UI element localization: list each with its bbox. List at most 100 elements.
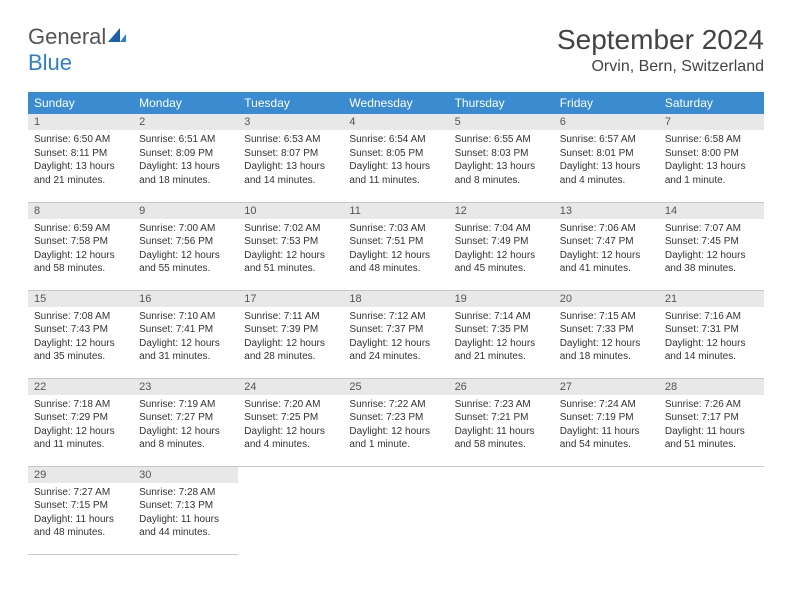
day-number: 29 (28, 467, 133, 483)
day-sunset: Sunset: 7:49 PM (455, 235, 548, 249)
calendar-cell-empty (659, 466, 764, 554)
day-number: 27 (554, 379, 659, 395)
day-sunset: Sunset: 7:39 PM (244, 323, 337, 337)
calendar-cell: 23Sunrise: 7:19 AMSunset: 7:27 PMDayligh… (133, 378, 238, 466)
day-body: Sunrise: 7:24 AMSunset: 7:19 PMDaylight:… (554, 395, 659, 456)
day-body: Sunrise: 6:54 AMSunset: 8:05 PMDaylight:… (343, 130, 448, 191)
day-sunrise: Sunrise: 7:26 AM (665, 398, 758, 412)
day-sunset: Sunset: 7:13 PM (139, 499, 232, 513)
day-daylight: Daylight: 11 hours and 58 minutes. (455, 425, 548, 452)
day-body: Sunrise: 6:51 AMSunset: 8:09 PMDaylight:… (133, 130, 238, 191)
calendar-cell-empty (449, 466, 554, 554)
day-sunrise: Sunrise: 7:03 AM (349, 222, 442, 236)
day-number: 9 (133, 203, 238, 219)
day-body: Sunrise: 7:19 AMSunset: 7:27 PMDaylight:… (133, 395, 238, 456)
calendar-row: 1Sunrise: 6:50 AMSunset: 8:11 PMDaylight… (28, 114, 764, 202)
calendar-cell: 21Sunrise: 7:16 AMSunset: 7:31 PMDayligh… (659, 290, 764, 378)
day-daylight: Daylight: 13 hours and 4 minutes. (560, 160, 653, 187)
calendar-cell: 18Sunrise: 7:12 AMSunset: 7:37 PMDayligh… (343, 290, 448, 378)
calendar-cell: 6Sunrise: 6:57 AMSunset: 8:01 PMDaylight… (554, 114, 659, 202)
day-daylight: Daylight: 12 hours and 38 minutes. (665, 249, 758, 276)
day-body: Sunrise: 7:26 AMSunset: 7:17 PMDaylight:… (659, 395, 764, 456)
day-number: 24 (238, 379, 343, 395)
day-body: Sunrise: 7:03 AMSunset: 7:51 PMDaylight:… (343, 219, 448, 280)
sail-icon (106, 24, 128, 50)
day-daylight: Daylight: 11 hours and 44 minutes. (139, 513, 232, 540)
day-body: Sunrise: 6:53 AMSunset: 8:07 PMDaylight:… (238, 130, 343, 191)
day-sunset: Sunset: 7:43 PM (34, 323, 127, 337)
day-body: Sunrise: 7:22 AMSunset: 7:23 PMDaylight:… (343, 395, 448, 456)
day-number: 13 (554, 203, 659, 219)
weekday-header: Monday (133, 92, 238, 114)
calendar-row: 22Sunrise: 7:18 AMSunset: 7:29 PMDayligh… (28, 378, 764, 466)
calendar-cell: 26Sunrise: 7:23 AMSunset: 7:21 PMDayligh… (449, 378, 554, 466)
day-sunset: Sunset: 8:07 PM (244, 147, 337, 161)
day-sunset: Sunset: 7:19 PM (560, 411, 653, 425)
weekday-header: Sunday (28, 92, 133, 114)
day-number: 28 (659, 379, 764, 395)
day-daylight: Daylight: 12 hours and 18 minutes. (560, 337, 653, 364)
day-sunset: Sunset: 7:51 PM (349, 235, 442, 249)
day-number: 10 (238, 203, 343, 219)
calendar-cell: 5Sunrise: 6:55 AMSunset: 8:03 PMDaylight… (449, 114, 554, 202)
calendar-cell: 27Sunrise: 7:24 AMSunset: 7:19 PMDayligh… (554, 378, 659, 466)
day-sunrise: Sunrise: 7:24 AM (560, 398, 653, 412)
day-body: Sunrise: 7:00 AMSunset: 7:56 PMDaylight:… (133, 219, 238, 280)
day-daylight: Daylight: 12 hours and 51 minutes. (244, 249, 337, 276)
day-number: 6 (554, 114, 659, 130)
day-number: 8 (28, 203, 133, 219)
day-sunset: Sunset: 7:45 PM (665, 235, 758, 249)
logo-text: GeneralBlue (28, 24, 128, 76)
day-body: Sunrise: 6:55 AMSunset: 8:03 PMDaylight:… (449, 130, 554, 191)
day-sunset: Sunset: 7:37 PM (349, 323, 442, 337)
day-sunset: Sunset: 7:23 PM (349, 411, 442, 425)
day-daylight: Daylight: 12 hours and 28 minutes. (244, 337, 337, 364)
day-body: Sunrise: 7:12 AMSunset: 7:37 PMDaylight:… (343, 307, 448, 368)
day-sunset: Sunset: 7:56 PM (139, 235, 232, 249)
calendar-cell: 28Sunrise: 7:26 AMSunset: 7:17 PMDayligh… (659, 378, 764, 466)
day-sunrise: Sunrise: 7:10 AM (139, 310, 232, 324)
day-number: 3 (238, 114, 343, 130)
day-body: Sunrise: 6:50 AMSunset: 8:11 PMDaylight:… (28, 130, 133, 191)
day-daylight: Daylight: 11 hours and 51 minutes. (665, 425, 758, 452)
calendar-cell: 13Sunrise: 7:06 AMSunset: 7:47 PMDayligh… (554, 202, 659, 290)
calendar-cell: 24Sunrise: 7:20 AMSunset: 7:25 PMDayligh… (238, 378, 343, 466)
calendar-cell: 2Sunrise: 6:51 AMSunset: 8:09 PMDaylight… (133, 114, 238, 202)
day-sunset: Sunset: 7:33 PM (560, 323, 653, 337)
day-number: 19 (449, 291, 554, 307)
day-daylight: Daylight: 11 hours and 48 minutes. (34, 513, 127, 540)
day-number: 30 (133, 467, 238, 483)
day-body: Sunrise: 6:57 AMSunset: 8:01 PMDaylight:… (554, 130, 659, 191)
day-sunrise: Sunrise: 6:54 AM (349, 133, 442, 147)
day-sunset: Sunset: 7:25 PM (244, 411, 337, 425)
day-number: 22 (28, 379, 133, 395)
day-sunrise: Sunrise: 7:28 AM (139, 486, 232, 500)
weekday-header: Wednesday (343, 92, 448, 114)
calendar-cell: 10Sunrise: 7:02 AMSunset: 7:53 PMDayligh… (238, 202, 343, 290)
day-body: Sunrise: 7:11 AMSunset: 7:39 PMDaylight:… (238, 307, 343, 368)
day-daylight: Daylight: 12 hours and 8 minutes. (139, 425, 232, 452)
day-sunrise: Sunrise: 7:18 AM (34, 398, 127, 412)
calendar-cell: 11Sunrise: 7:03 AMSunset: 7:51 PMDayligh… (343, 202, 448, 290)
day-body: Sunrise: 7:07 AMSunset: 7:45 PMDaylight:… (659, 219, 764, 280)
weekday-header: Saturday (659, 92, 764, 114)
day-body: Sunrise: 7:02 AMSunset: 7:53 PMDaylight:… (238, 219, 343, 280)
calendar-cell: 29Sunrise: 7:27 AMSunset: 7:15 PMDayligh… (28, 466, 133, 554)
day-number: 26 (449, 379, 554, 395)
day-sunrise: Sunrise: 6:53 AM (244, 133, 337, 147)
day-sunrise: Sunrise: 7:15 AM (560, 310, 653, 324)
day-body: Sunrise: 7:04 AMSunset: 7:49 PMDaylight:… (449, 219, 554, 280)
calendar-row: 15Sunrise: 7:08 AMSunset: 7:43 PMDayligh… (28, 290, 764, 378)
day-sunset: Sunset: 7:35 PM (455, 323, 548, 337)
logo-text-general: General (28, 24, 106, 49)
day-body: Sunrise: 7:16 AMSunset: 7:31 PMDaylight:… (659, 307, 764, 368)
day-body: Sunrise: 7:18 AMSunset: 7:29 PMDaylight:… (28, 395, 133, 456)
calendar-cell: 20Sunrise: 7:15 AMSunset: 7:33 PMDayligh… (554, 290, 659, 378)
day-number: 18 (343, 291, 448, 307)
day-daylight: Daylight: 12 hours and 24 minutes. (349, 337, 442, 364)
day-daylight: Daylight: 13 hours and 21 minutes. (34, 160, 127, 187)
day-number: 5 (449, 114, 554, 130)
day-sunrise: Sunrise: 7:07 AM (665, 222, 758, 236)
day-sunrise: Sunrise: 6:55 AM (455, 133, 548, 147)
day-daylight: Daylight: 12 hours and 55 minutes. (139, 249, 232, 276)
